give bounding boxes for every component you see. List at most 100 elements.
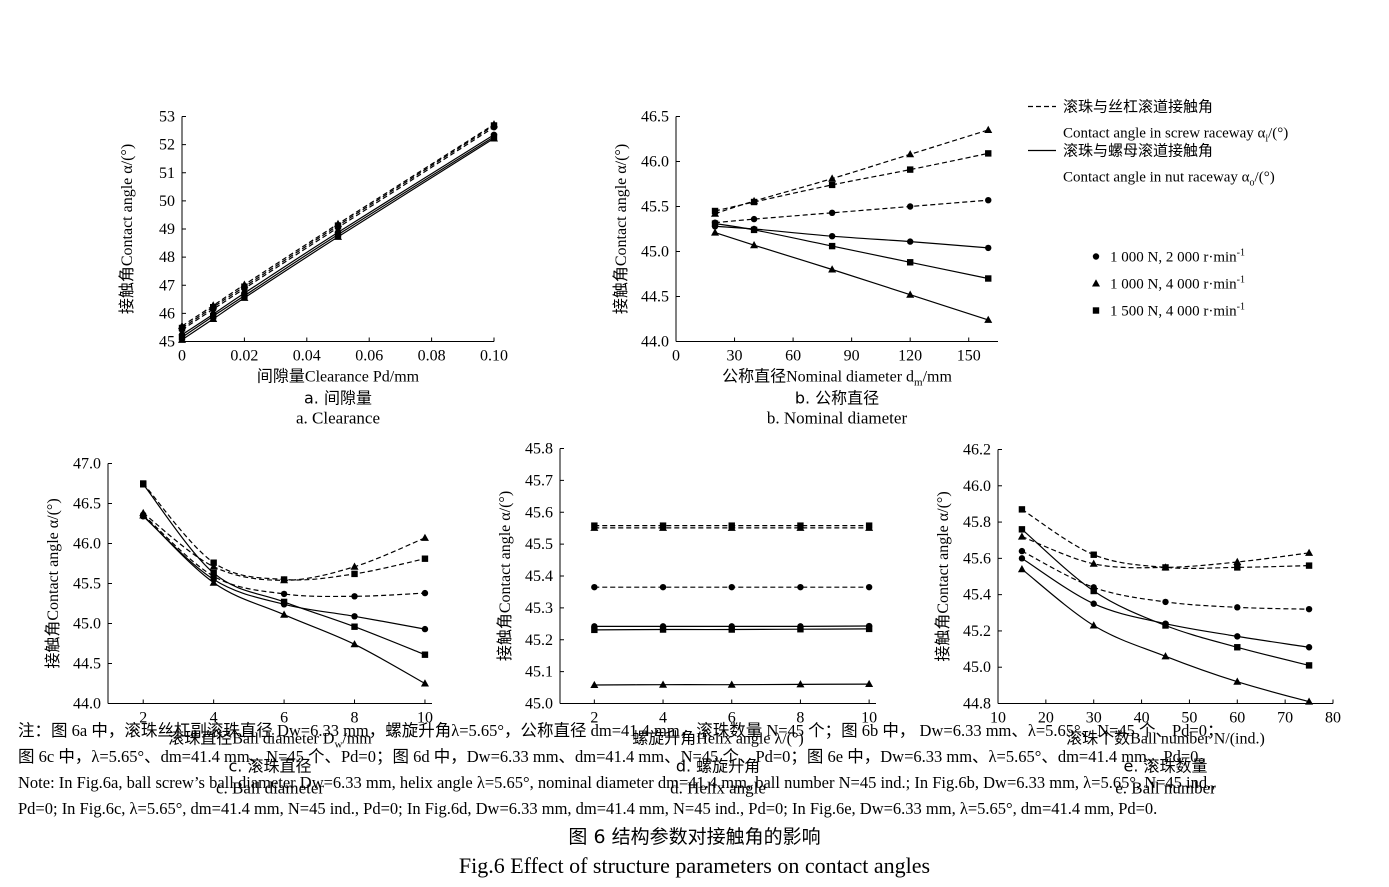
data-point <box>351 613 358 620</box>
x-tick-label: 40 <box>1134 710 1150 727</box>
series-line <box>142 512 426 581</box>
data-point <box>985 244 992 252</box>
y-tick-label: 48 <box>159 249 175 266</box>
y-axis-label: 接触角Contact angle α/(°) <box>612 144 630 314</box>
caption-en: a. Clearance <box>296 409 380 428</box>
data-point <box>797 583 804 591</box>
data-point <box>1305 548 1314 556</box>
data-point <box>210 559 217 566</box>
data-point <box>796 680 805 688</box>
y-tick-label: 44.0 <box>641 334 669 351</box>
data-point <box>590 680 599 689</box>
series-line <box>181 126 495 331</box>
series-dashed-square <box>178 122 498 332</box>
data-point <box>711 220 719 227</box>
x-tick-label: 30 <box>727 348 743 365</box>
series-solid-triangle <box>711 228 993 323</box>
data-point <box>1161 652 1170 660</box>
x-tick-label: 4 <box>659 710 667 727</box>
legend-label-en: Contact angle in screw raceway αi/(°) <box>1063 126 1288 145</box>
data-point <box>350 640 359 648</box>
x-axis-label: 滚珠直径Ball diameter Dw/mm <box>168 730 372 751</box>
data-point <box>420 533 429 541</box>
data-point <box>1233 677 1242 685</box>
series-solid-square <box>1018 526 1313 669</box>
data-point <box>350 562 359 570</box>
data-point <box>421 555 429 562</box>
data-point <box>241 292 248 299</box>
series-dashed-circle <box>591 583 873 591</box>
data-point <box>828 233 836 240</box>
data-point <box>421 625 429 633</box>
x-tick-label: 60 <box>785 348 801 365</box>
series-dashed-square <box>1018 506 1313 571</box>
x-tick-label: 10 <box>861 710 877 727</box>
series-dashed-circle <box>711 197 992 226</box>
y-tick-label: 46.5 <box>641 109 669 126</box>
legend-marker-triangle <box>1092 279 1100 287</box>
legend-marker-square <box>1092 307 1100 314</box>
y-tick-label: 45.6 <box>963 550 991 567</box>
data-point <box>750 215 758 223</box>
data-point <box>1305 697 1314 705</box>
x-tick-label: 150 <box>957 348 981 365</box>
y-tick-label: 45.3 <box>525 600 553 617</box>
caption-en: e. Ball number <box>1115 779 1216 798</box>
x-tick-label: 120 <box>898 348 922 365</box>
x-tick-label: 6 <box>280 710 288 727</box>
figure-title-zh: 图 6 结构参数对接触角的影响 <box>568 826 821 848</box>
data-point <box>351 593 358 600</box>
data-point <box>1089 559 1098 567</box>
y-tick-label: 45.4 <box>963 587 991 604</box>
data-point <box>490 133 498 140</box>
series-line <box>142 483 426 656</box>
data-point <box>906 150 915 158</box>
data-point <box>210 312 217 320</box>
caption-zh: e. 滚珠数量 <box>1123 757 1207 776</box>
y-tick-label: 45.0 <box>525 696 553 713</box>
data-point <box>865 625 873 633</box>
data-point <box>1090 600 1097 607</box>
y-tick-label: 46.2 <box>963 442 991 459</box>
x-tick-label: 50 <box>1181 710 1197 727</box>
data-point <box>985 150 992 157</box>
y-axis-label: 接触角Contact angle α/(°) <box>44 498 62 668</box>
y-tick-label: 45.8 <box>525 441 553 458</box>
chart-a: 0 0.02 0.04 0.06 0.08 0.10 45 46 47 48 49 50 51 52 53 间… <box>118 109 508 428</box>
legend-marker-circle <box>1092 253 1100 260</box>
x-tick-label: 90 <box>844 348 860 365</box>
y-tick-label: 45.6 <box>525 504 553 521</box>
series-solid-triangle <box>1017 565 1314 705</box>
data-point <box>1305 562 1313 569</box>
series-line <box>1021 508 1310 569</box>
data-point <box>591 626 598 634</box>
legend-label: 1 000 N, 2 000 r·min-1 <box>1110 248 1245 266</box>
x-tick-label: 4 <box>210 710 218 727</box>
data-point <box>1233 557 1242 565</box>
chart-b: 0 30 60 90 120 150 44.0 44.5 45.0 45.5 46.0 46.5 公称直… <box>612 109 998 428</box>
x-axis-label: 滚珠个数Ball number N/(ind.) <box>1066 730 1265 748</box>
legend-label: 1 500 N, 4 000 r·min-1 <box>1110 302 1245 320</box>
y-tick-label: 45.0 <box>73 616 101 633</box>
note-line-2: 图 6c 中，λ=5.65°、dm=41.4 mm、N=45 个、Pd=0；图 … <box>18 747 1215 766</box>
data-point <box>1090 587 1097 595</box>
series-line <box>181 136 495 338</box>
caption-zh: b. 公称直径 <box>795 389 879 408</box>
data-point <box>797 626 804 633</box>
series-solid-square <box>140 481 429 658</box>
y-tick-label: 51 <box>159 165 175 182</box>
x-tick-label: 2 <box>139 710 147 727</box>
data-point <box>985 275 992 282</box>
chart-e: 10 20 30 40 50 60 70 80 44.8 45.0 45.2 45.4 45.6 45.8… <box>934 442 1341 798</box>
x-tick-label: 8 <box>351 710 359 727</box>
series-solid-square <box>178 133 498 341</box>
data-point <box>1234 644 1241 651</box>
y-tick-label: 45.0 <box>963 659 991 676</box>
data-point <box>728 583 735 591</box>
figure-title-en: Fig.6 Effect of structure parameters on … <box>458 853 931 878</box>
chart-d: 2 4 6 8 10 45.0 45.1 45.2 45.3 45.4 45.5 45.6 45.7 45… <box>496 441 877 798</box>
data-point <box>728 522 735 529</box>
data-point <box>210 569 217 577</box>
note-line-1: 注：图 6a 中，滚珠丝杠副滚珠直径 Dw=6.33 mm，螺旋升角λ=5.65… <box>18 721 1224 740</box>
